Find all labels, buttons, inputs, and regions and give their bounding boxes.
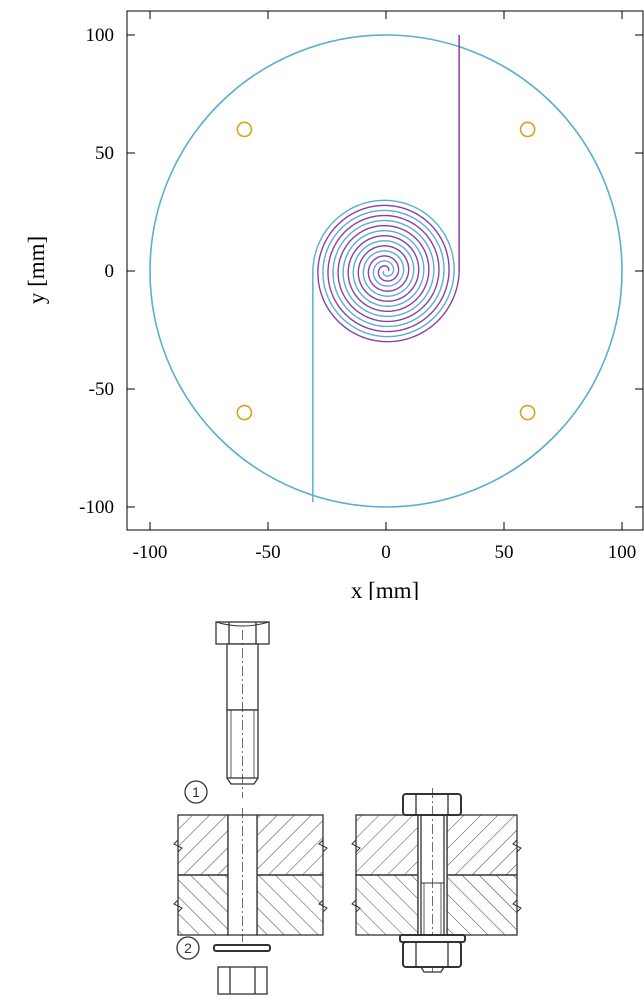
exploded-view: 1 2 xyxy=(173,621,328,995)
assembled-washer xyxy=(399,934,466,943)
x-tick-label: 50 xyxy=(495,542,514,563)
y-tick-label: -100 xyxy=(79,497,114,518)
mounting-hole xyxy=(236,404,253,421)
mounting-holes xyxy=(236,121,536,421)
y-tick-label: 100 xyxy=(86,25,115,46)
callout-2-label: 2 xyxy=(184,940,192,956)
tick-labels: -100 -50 0 50 100 100 50 0 -50 -100 xyxy=(79,25,636,563)
callout-1-label: 1 xyxy=(192,784,200,800)
y-tick-label: -50 xyxy=(89,379,114,400)
x-tick-label: -100 xyxy=(133,542,168,563)
x-tick-label: 100 xyxy=(608,542,637,563)
mounting-hole xyxy=(519,121,536,138)
callout-2: 2 xyxy=(176,936,200,960)
assembled-view xyxy=(351,788,522,973)
mounting-hole xyxy=(519,404,536,421)
bolt-shank xyxy=(226,630,259,798)
right-plates xyxy=(351,814,522,936)
spiral-winding-b xyxy=(317,204,460,343)
feed-lines xyxy=(312,35,460,503)
assembled-nut xyxy=(402,941,462,973)
plot-marks xyxy=(149,34,623,508)
axis-ticks xyxy=(127,11,643,530)
assembled-bolt-head xyxy=(402,793,462,816)
y-axis-label: y [mm] xyxy=(24,236,49,304)
spiral-winding-a xyxy=(312,199,455,338)
outer-circle xyxy=(149,34,623,508)
washer xyxy=(213,944,271,952)
x-tick-label: 0 xyxy=(381,542,391,563)
plot-frame xyxy=(126,10,644,531)
y-tick-label: 0 xyxy=(105,261,115,282)
callout-1: 1 xyxy=(184,780,208,804)
y-tick-label: 50 xyxy=(95,143,114,164)
bolt-assembly-drawing: 1 2 xyxy=(173,621,522,995)
mounting-hole xyxy=(236,121,253,138)
x-tick-label: -50 xyxy=(255,542,280,563)
nut xyxy=(217,966,268,995)
spiral-plot: -100 -50 0 50 100 100 50 0 -50 -100 x [mm] y [mm] xyxy=(24,10,644,600)
left-plates xyxy=(173,808,328,942)
x-axis-label: x [mm] xyxy=(351,578,419,600)
